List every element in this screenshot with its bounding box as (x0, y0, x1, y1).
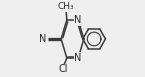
Text: N: N (75, 53, 82, 63)
Text: N: N (39, 34, 47, 44)
Text: CH₃: CH₃ (57, 2, 74, 11)
Text: N: N (75, 15, 82, 25)
Text: Cl: Cl (58, 64, 68, 74)
